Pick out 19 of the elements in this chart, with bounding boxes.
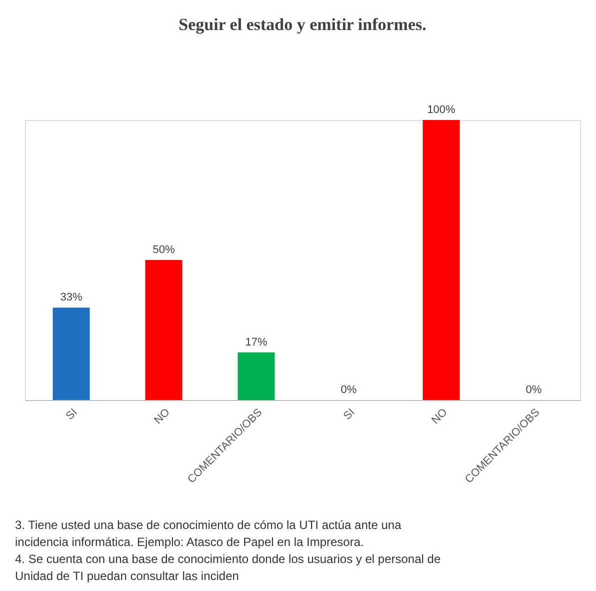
data-label: 0% (340, 384, 357, 396)
text: 4. Se cuenta con una base de conocimiento donde los usuarios y el personal de (15, 552, 441, 566)
data-label: 17% (245, 336, 268, 348)
bar (145, 260, 182, 400)
chart-title: Seguir el estado y emitir informes. (178, 15, 426, 34)
text: incidencia informática. Ejemplo: Atasco de Papel en la Impresora. (15, 535, 364, 549)
data-label: 33% (60, 292, 82, 304)
text: Unidad de TI puedan consultar las inciden (15, 569, 239, 583)
bar (238, 352, 275, 400)
x-tick-label: NO (430, 406, 450, 427)
x-tick-label: SI (341, 406, 358, 422)
data-label: 100% (427, 104, 456, 116)
data-label: 50% (152, 244, 175, 256)
x-tick-label: NO (152, 406, 173, 427)
x-tick-label: SI (64, 406, 80, 422)
bar (52, 308, 90, 400)
text: 3. Tiene usted una base de conocimiento de cómo la UTI actúa ante una (15, 518, 402, 532)
bar (422, 120, 460, 400)
data-label: 0% (526, 384, 542, 396)
